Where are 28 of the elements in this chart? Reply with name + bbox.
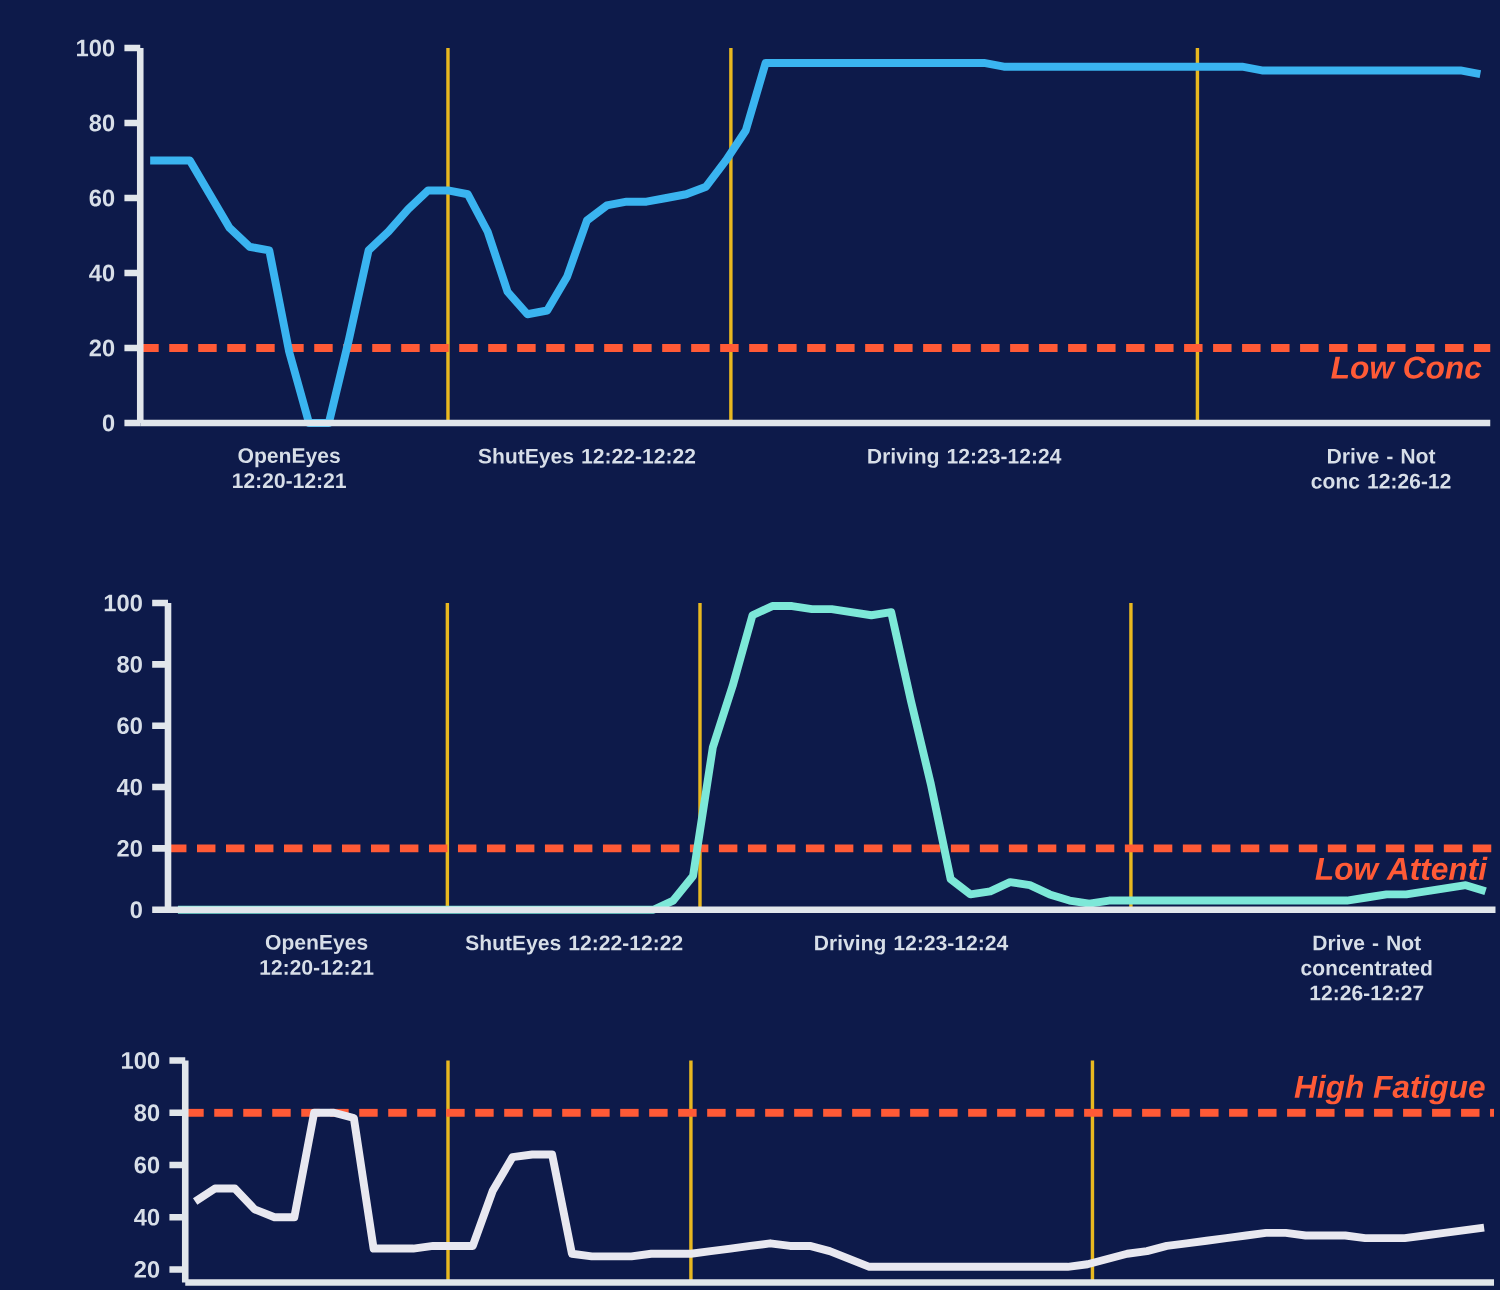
y-tick-label: 0 — [130, 901, 142, 919]
ref-line-label: High Fatigue — [1294, 1074, 1485, 1105]
x-tick-label: OpenEyes 12:20-12:21 — [260, 934, 374, 975]
y-tick-label: 100 — [77, 39, 115, 57]
y-tick-label: 80 — [134, 1104, 160, 1122]
y-tick-label: 40 — [116, 778, 142, 796]
y-tick-label: 100 — [122, 1052, 160, 1069]
y-tick-label: 60 — [134, 1156, 160, 1174]
x-tick-label: Drive - Not concentrated 12:26-12:27 — [1301, 934, 1432, 1001]
ref-line-label: Low Attenti — [1315, 856, 1488, 881]
y-tick-label: 0 — [102, 414, 115, 432]
ref-line-label: Low Conc — [1331, 356, 1482, 379]
y-tick-label: 80 — [117, 655, 142, 673]
y-tick-label: 20 — [134, 1261, 160, 1278]
y-tick-label: 100 — [104, 594, 142, 612]
x-tick-label: Driving 12:23-12:24 — [815, 934, 1009, 955]
x-tick-label: ShutEyes 12:22-12:22 — [478, 448, 696, 468]
y-tick-label: 60 — [117, 717, 142, 735]
y-tick-label: 60 — [89, 189, 115, 207]
y-tick-label: 20 — [117, 839, 142, 857]
y-tick-label: 20 — [89, 339, 115, 357]
y-tick-label: 40 — [134, 1208, 160, 1226]
y-tick-label: 80 — [89, 114, 115, 132]
x-tick-label: Drive - Not conc 12:26-12 — [1311, 448, 1451, 489]
x-tick-label: Driving 12:23-12:24 — [868, 448, 1062, 468]
x-tick-label: OpenEyes 12:20-12:21 — [233, 448, 346, 489]
x-tick-label: ShutEyes 12:22-12:22 — [465, 934, 683, 955]
y-tick-label: 40 — [89, 264, 115, 282]
